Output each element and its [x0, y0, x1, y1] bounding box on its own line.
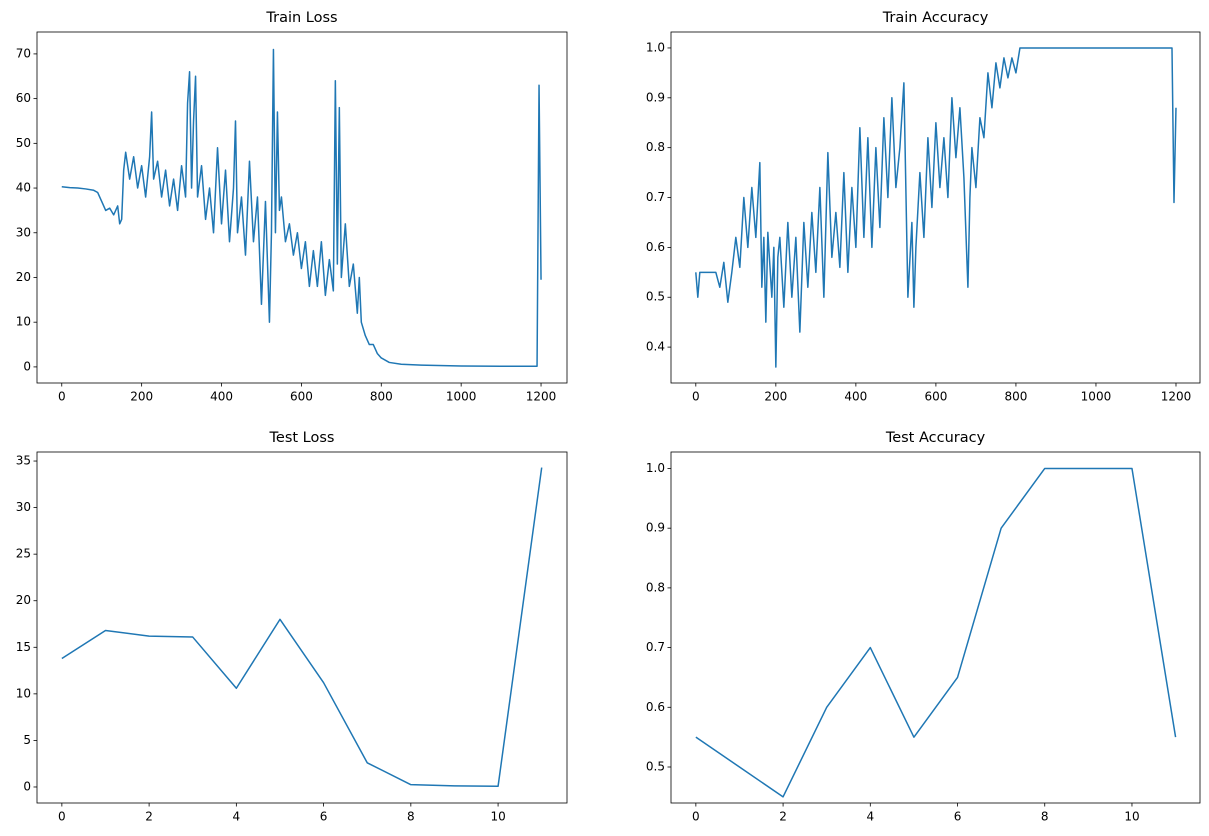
y-tick-label: 1.0	[646, 461, 665, 475]
x-tick-label: 4	[233, 810, 241, 824]
line	[695, 467, 1177, 798]
x-tick-label: 800	[370, 390, 393, 404]
y-tick-label: 30	[16, 500, 31, 514]
y-tick-label: 35	[16, 454, 31, 468]
x-tick-label: 8	[1041, 810, 1049, 824]
y-tick-label: 60	[16, 91, 31, 105]
y-tick-label: 0.5	[646, 290, 665, 304]
y-tick-label: 0.8	[646, 140, 665, 154]
y-tick-label: 20	[16, 593, 31, 607]
y-tick-label: 0.7	[646, 640, 665, 654]
x-tick-label: 1200	[1161, 390, 1192, 404]
y-tick-label: 20	[16, 270, 31, 284]
line	[695, 47, 1177, 368]
chart-title: Test Loss	[269, 430, 335, 446]
y-tick-label: 70	[16, 46, 31, 60]
y-tick-label: 5	[23, 733, 31, 747]
y-tick-label: 0	[23, 359, 31, 373]
y-tick-label: 0.5	[646, 759, 665, 773]
x-tick-label: 800	[1004, 390, 1027, 404]
x-tick-label: 1000	[1081, 390, 1112, 404]
chart-title: Train Loss	[265, 10, 337, 26]
x-tick-label: 10	[490, 810, 505, 824]
x-tick-label: 10	[1124, 810, 1139, 824]
x-tick-label: 0	[692, 390, 700, 404]
x-tick-label: 2	[779, 810, 787, 824]
x-tick-label: 2	[145, 810, 153, 824]
axes-frame	[36, 31, 568, 384]
chart-title: Test Accuracy	[885, 430, 986, 446]
x-tick-label: 200	[130, 390, 153, 404]
x-tick-label: 400	[210, 390, 233, 404]
x-tick-label: 6	[320, 810, 328, 824]
x-tick-label: 0	[692, 810, 700, 824]
x-tick-label: 200	[764, 390, 787, 404]
y-tick-label: 30	[16, 225, 31, 239]
y-tick-label: 0.6	[646, 240, 665, 254]
y-tick-label: 0	[23, 779, 31, 793]
x-tick-label: 8	[407, 810, 415, 824]
y-tick-label: 10	[16, 686, 31, 700]
y-tick-label: 25	[16, 547, 31, 561]
x-tick-label: 6	[954, 810, 962, 824]
y-tick-label: 10	[16, 315, 31, 329]
y-tick-label: 0.8	[646, 580, 665, 594]
x-tick-label: 600	[290, 390, 313, 404]
x-tick-label: 600	[924, 390, 947, 404]
y-tick-label: 0.4	[646, 340, 665, 354]
line	[61, 48, 542, 367]
x-tick-label: 1200	[526, 390, 557, 404]
line	[61, 467, 543, 787]
y-tick-label: 0.7	[646, 190, 665, 204]
x-tick-label: 0	[58, 810, 66, 824]
y-tick-label: 40	[16, 181, 31, 195]
y-tick-label: 0.9	[646, 521, 665, 535]
y-tick-label: 0.6	[646, 700, 665, 714]
y-tick-label: 15	[16, 640, 31, 654]
x-tick-label: 4	[866, 810, 874, 824]
x-tick-label: 400	[844, 390, 867, 404]
y-tick-label: 50	[16, 136, 31, 150]
axes-frame	[670, 31, 1201, 384]
chart-title: Train Accuracy	[882, 10, 989, 26]
y-tick-label: 0.9	[646, 90, 665, 104]
axes-frame	[670, 451, 1201, 804]
y-tick-label: 1.0	[646, 40, 665, 54]
axes-frame	[36, 451, 568, 804]
x-tick-label: 0	[58, 390, 66, 404]
x-tick-label: 1000	[446, 390, 477, 404]
